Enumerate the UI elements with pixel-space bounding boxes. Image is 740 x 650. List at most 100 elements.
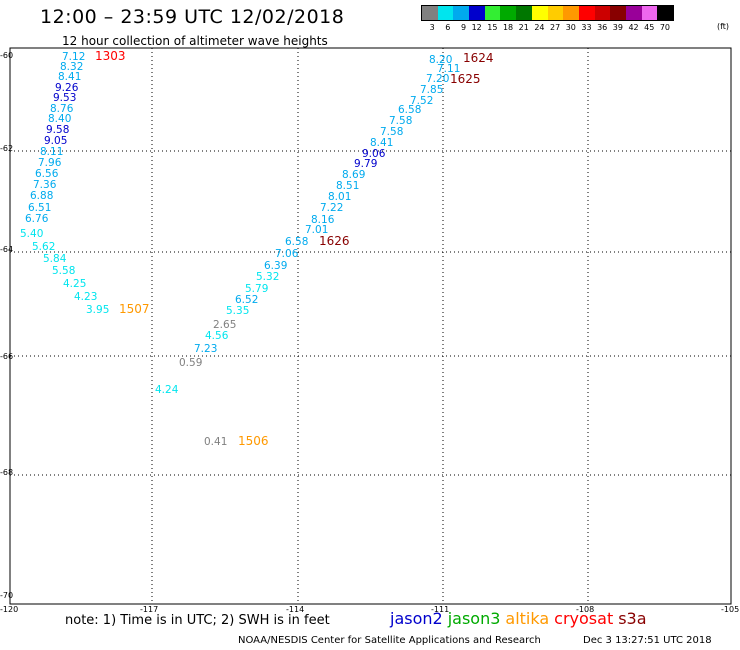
legend-value: 42 [628,23,639,32]
swh-value: 6.39 [264,260,287,272]
swh-value: 0.59 [179,357,202,369]
legend-swatch [625,6,642,20]
x-tick-label: -120 [0,605,18,614]
swh-value: 4.24 [155,384,179,396]
swh-value: 6.58 [398,104,421,116]
x-tick-label: -111 [431,605,449,614]
swh-value: 8.76 [50,103,74,115]
pass-time-label: 1507 [119,302,150,316]
legend-swatch [469,6,485,20]
legend-value: 24 [534,23,545,32]
credit-text: NOAA/NESDIS Center for Satellite Applica… [238,635,541,646]
page-title: 12:00 – 23:59 UTC 12/02/2018 [40,6,345,28]
y-tick-label: -70 [0,591,13,600]
swh-value: 8.16 [311,214,335,226]
swh-value: 7.85 [420,84,443,96]
swh-value: 6.76 [25,213,49,225]
legend-swatch [578,6,595,20]
map-frame [9,47,732,605]
swh-value: 5.40 [20,228,43,240]
legend-value: 15 [487,23,498,32]
swh-value: 8.32 [60,61,83,73]
page-subtitle: 12 hour collection of altimeter wave hei… [62,34,328,48]
legend-value: 9 [460,23,467,32]
pass-time-label: 1624 [463,51,494,65]
swh-value: 8.41 [370,137,393,149]
swh-value: 7.22 [320,202,343,214]
swh-value: 0.41 [204,436,227,448]
swh-value: 6.51 [28,202,51,214]
legend-value: 33 [581,23,592,32]
swh-value: 7.01 [305,224,328,236]
swh-value: 5.62 [32,241,55,253]
satellite-cryosat: cryosat [554,609,614,628]
legend-swatch [657,6,673,20]
legend-labels: 3 6 9 12 15 18 21 24 27 30 33 36 39 42 45 70 [421,23,674,32]
legend-value: 36 [597,23,608,32]
pass-time-label: 1625 [450,72,481,86]
legend-swatch [641,6,658,20]
satellite-jason2: jason2 [390,609,443,628]
legend-value: 27 [550,23,561,32]
legend-value: 30 [565,23,576,32]
swh-value: 7.11 [437,63,460,75]
satellite-jason3: jason3 [447,609,501,628]
swh-value: 5.35 [226,305,249,317]
y-tick-label: -62 [0,144,13,153]
swh-value: 9.26 [55,82,79,94]
pass-time-label: 1626 [319,234,350,248]
swh-value: 8.01 [328,191,351,203]
swh-value: 9.06 [362,148,386,160]
swh-value: 5.84 [43,253,67,265]
legend-value: 6 [445,23,451,32]
swh-value: 6.56 [35,168,59,180]
legend-swatch [563,6,579,20]
legend-swatch [594,6,611,20]
swh-value: 9.79 [354,158,377,170]
swh-value: 7.58 [389,115,412,127]
x-tick-label: -117 [140,605,158,614]
swh-value: 7.23 [194,343,217,355]
pass-time-label: 1506 [238,434,269,448]
y-tick-label: -64 [0,245,13,254]
swh-value: 7.36 [33,179,57,191]
generation-timestamp: Dec 3 13:27:51 UTC 2018 [583,635,712,646]
color-legend: 3 6 9 12 15 18 21 24 27 30 33 36 39 42 45 70 (ft) [421,5,729,32]
legend-swatch [610,6,626,20]
pass-time-label: 1303 [95,49,126,63]
swh-value: 7.52 [410,95,433,107]
satellite-s3a: s3a [618,609,647,628]
legend-swatch [484,6,501,20]
swh-value: 9.58 [46,124,69,136]
legend-unit: (ft) [717,22,730,31]
swh-value: 9.05 [44,135,67,147]
swh-value: 8.20 [429,54,452,66]
legend-swatch [516,6,532,20]
swh-value: 6.52 [235,294,258,306]
swh-value: 8.40 [48,113,71,125]
legend-swatch [531,6,548,20]
swh-value: 5.58 [52,265,75,277]
swh-value: 6.58 [285,236,308,248]
y-tick-label: -60 [0,51,13,60]
x-tick-label: -114 [286,605,304,614]
legend-value: 18 [502,23,514,32]
swh-value: 4.23 [74,291,97,303]
legend-swatch [422,6,438,20]
swh-value: 5.32 [256,271,279,283]
swh-value: 7.06 [275,248,299,260]
legend-swatches [421,5,674,21]
swh-value: 5.79 [245,283,268,295]
legend-swatch [453,6,470,20]
legend-value: 12 [471,23,482,32]
legend-value: 45 [644,23,655,32]
legend-swatch [547,6,564,20]
legend-value: 21 [518,23,529,32]
swh-value: 6.88 [30,190,53,202]
footer-note: note: 1) Time is in UTC; 2) SWH is in fe… [65,613,330,628]
swh-value: 7.20 [426,73,449,85]
y-tick-label: -68 [0,468,13,477]
legend-swatch [437,6,454,20]
satellite-legend: jason2 jason3 altika cryosat s3a [390,609,652,628]
